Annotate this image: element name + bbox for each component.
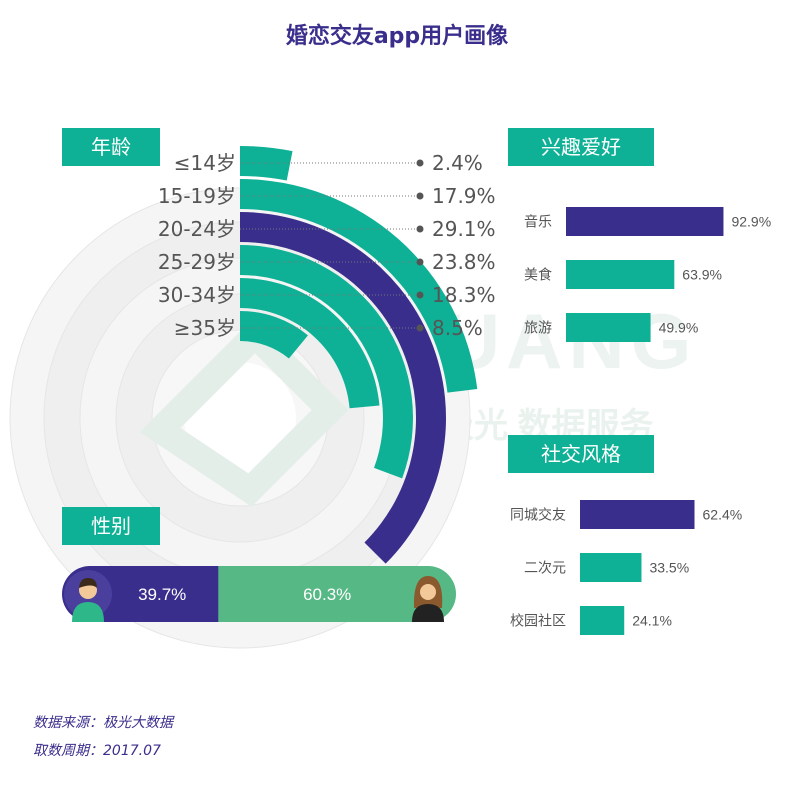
age-section-tag: 年龄 <box>62 128 160 166</box>
interest-bar-0 <box>566 207 724 236</box>
age-arc-1 <box>240 179 478 393</box>
age-value-label-1: 17.9% <box>432 184 496 208</box>
age-value-label-4: 18.3% <box>432 283 496 307</box>
gender-value-female: 60.3% <box>303 585 351 604</box>
watermark-emblem <box>139 316 349 507</box>
social-bar-2 <box>580 606 625 635</box>
age-arc-4 <box>240 278 380 409</box>
age-category-label-1: 15-19岁 <box>158 184 236 208</box>
age-category-label-0: ≤14岁 <box>174 151 236 175</box>
age-value-label-3: 23.8% <box>432 250 496 274</box>
source-note: 数据来源：极光大数据 <box>33 715 173 731</box>
age-value-label-2: 29.1% <box>432 217 496 241</box>
age-arc-0 <box>240 146 293 181</box>
age-value-labels: 2.4% 17.9% 29.1% 23.8% 18.3% 8.5% <box>432 151 496 340</box>
gender-bar: 39.7% 60.3% <box>62 566 456 622</box>
interest-value-1: 63.9% <box>682 267 722 283</box>
social-category-0: 同城交友 <box>510 507 566 524</box>
interest-category-0: 音乐 <box>524 214 552 231</box>
age-category-label-5: ≥35岁 <box>174 316 236 340</box>
age-category-label-3: 25-29岁 <box>158 250 236 274</box>
period-note: 取数周期：2017.07 <box>33 743 161 759</box>
gender-value-male: 39.7% <box>138 585 186 604</box>
female-avatar-icon <box>404 570 452 622</box>
age-value-label-5: 8.5% <box>432 316 483 340</box>
gender-section-tag: 性别 <box>62 507 160 545</box>
interest-bars: 音乐 92.9% 美食 63.9% 旅游 49.9% <box>524 207 771 342</box>
age-value-label-0: 2.4% <box>432 151 483 175</box>
age-arc-5 <box>240 311 308 359</box>
gender-bar-female <box>218 566 456 622</box>
social-category-2: 校园社区 <box>510 613 566 630</box>
interest-section-tag: 兴趣爱好 <box>508 128 654 166</box>
interest-category-1: 美食 <box>524 267 552 284</box>
social-category-1: 二次元 <box>524 561 566 577</box>
age-dot-5 <box>416 324 424 332</box>
age-category-label-2: 20-24岁 <box>158 217 236 241</box>
interest-bar-2 <box>566 313 651 342</box>
interest-category-2: 旅游 <box>524 321 552 337</box>
age-dot-2 <box>416 225 424 233</box>
male-avatar-icon <box>64 570 112 622</box>
age-dot-4 <box>416 291 424 299</box>
interest-bar-1 <box>566 260 675 289</box>
interest-value-0: 92.9% <box>731 214 771 230</box>
age-category-label-4: 30-34岁 <box>158 283 236 307</box>
age-dot-0 <box>416 159 424 167</box>
social-section-tag: 社交风格 <box>508 435 654 473</box>
age-arcs <box>240 146 478 564</box>
age-category-labels: ≤14岁 15-19岁 20-24岁 25-29岁 30-34岁 ≥35岁 <box>158 151 236 340</box>
age-guides <box>240 159 424 332</box>
social-value-1: 33.5% <box>649 560 689 576</box>
social-value-2: 24.1% <box>632 613 672 629</box>
social-bars: 同城交友 62.4% 二次元 33.5% 校园社区 24.1% <box>510 500 742 635</box>
age-dot-1 <box>416 192 424 200</box>
social-value-0: 62.4% <box>703 507 743 523</box>
age-dot-3 <box>416 258 424 266</box>
social-bar-0 <box>580 500 695 529</box>
age-arc-3 <box>240 245 413 479</box>
age-arc-2 <box>240 212 447 564</box>
social-bar-1 <box>580 553 642 582</box>
chart-title: 婚恋交友app用户画像 <box>285 24 509 49</box>
interest-value-2: 49.9% <box>659 320 699 336</box>
